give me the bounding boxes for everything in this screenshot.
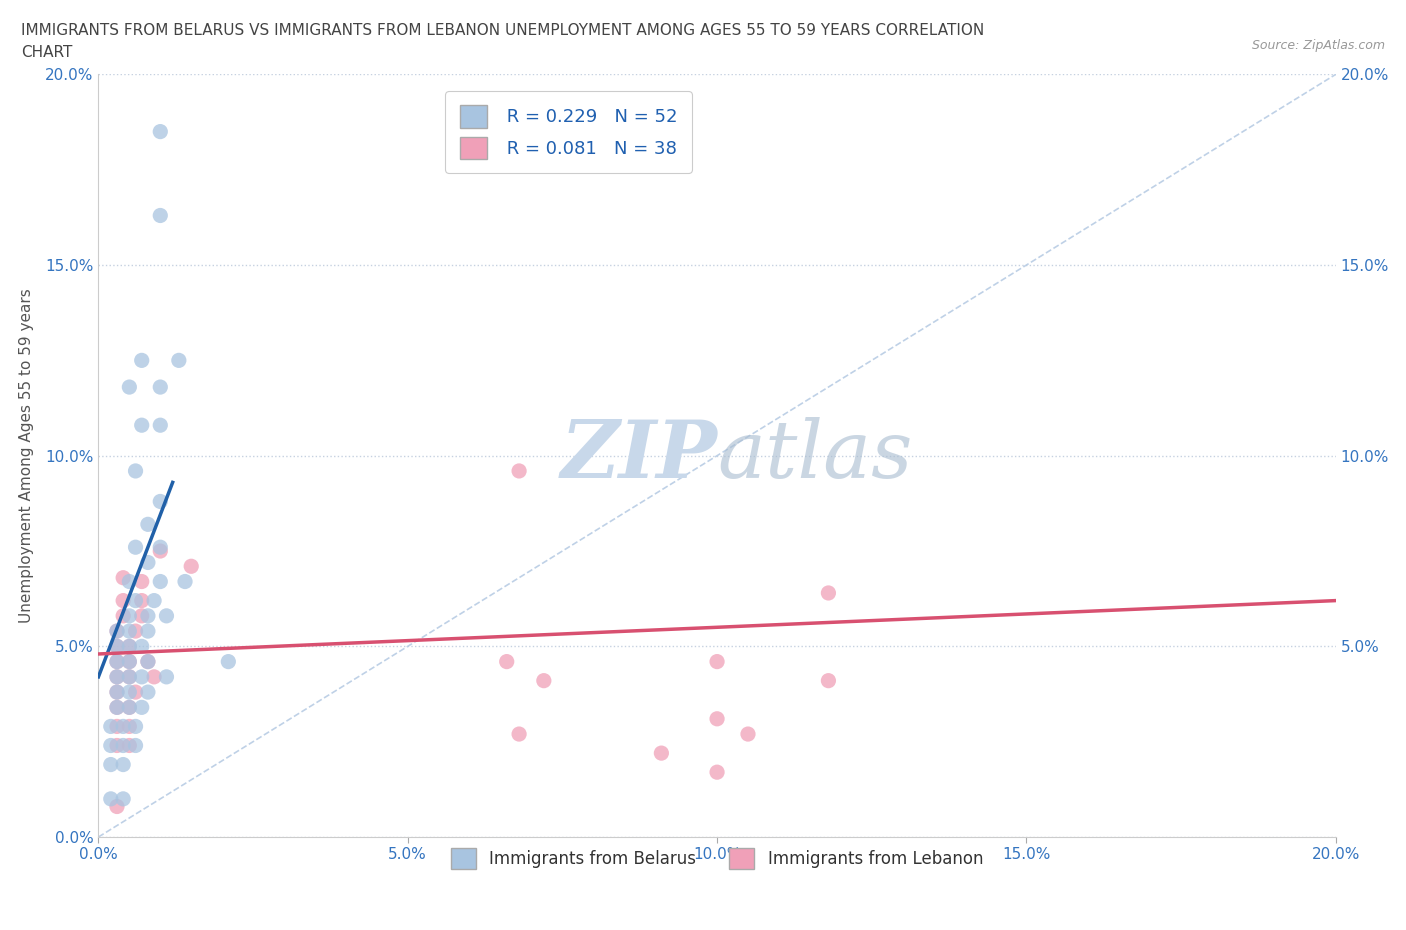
Point bbox=[112, 719, 135, 734]
Point bbox=[118, 700, 141, 715]
Point bbox=[118, 639, 141, 654]
Point bbox=[105, 738, 128, 753]
Point bbox=[118, 654, 141, 669]
Point bbox=[118, 654, 141, 669]
Point bbox=[167, 352, 190, 367]
Point bbox=[118, 574, 141, 589]
Point bbox=[100, 738, 122, 753]
Text: ZIP: ZIP bbox=[560, 417, 717, 495]
Point bbox=[155, 608, 177, 623]
Point bbox=[124, 624, 146, 639]
Point bbox=[131, 574, 153, 589]
Point bbox=[136, 608, 159, 623]
Text: atlas: atlas bbox=[717, 417, 912, 495]
Y-axis label: Unemployment Among Ages 55 to 59 years: Unemployment Among Ages 55 to 59 years bbox=[20, 288, 34, 623]
Point bbox=[124, 463, 146, 478]
Point bbox=[105, 624, 128, 639]
Text: IMMIGRANTS FROM BELARUS VS IMMIGRANTS FROM LEBANON UNEMPLOYMENT AMONG AGES 55 TO: IMMIGRANTS FROM BELARUS VS IMMIGRANTS FR… bbox=[21, 23, 984, 38]
Point bbox=[508, 463, 530, 478]
Point bbox=[131, 608, 153, 623]
Point bbox=[495, 654, 517, 669]
Point bbox=[136, 624, 159, 639]
Point bbox=[149, 379, 172, 394]
Point bbox=[155, 670, 177, 684]
Point bbox=[508, 726, 530, 741]
Point bbox=[131, 418, 153, 432]
Point bbox=[149, 574, 172, 589]
Point bbox=[105, 684, 128, 699]
Point bbox=[706, 764, 728, 779]
Point bbox=[118, 624, 141, 639]
Point bbox=[105, 639, 128, 654]
Point bbox=[817, 586, 839, 601]
Point bbox=[112, 791, 135, 806]
Point bbox=[112, 608, 135, 623]
Point bbox=[105, 670, 128, 684]
Point bbox=[180, 559, 202, 574]
Point bbox=[118, 719, 141, 734]
Point bbox=[105, 700, 128, 715]
Point bbox=[149, 543, 172, 558]
Text: CHART: CHART bbox=[21, 45, 73, 60]
Point bbox=[131, 352, 153, 367]
Point bbox=[105, 624, 128, 639]
Point bbox=[118, 700, 141, 715]
Point bbox=[105, 670, 128, 684]
Point bbox=[105, 719, 128, 734]
Point bbox=[149, 418, 172, 432]
Point bbox=[118, 608, 141, 623]
Point bbox=[217, 654, 239, 669]
Point bbox=[149, 208, 172, 223]
Point bbox=[118, 670, 141, 684]
Point bbox=[174, 574, 197, 589]
Point bbox=[131, 700, 153, 715]
Point bbox=[124, 593, 146, 608]
Point bbox=[143, 593, 166, 608]
Point bbox=[100, 757, 122, 772]
Point bbox=[118, 379, 141, 394]
Point bbox=[143, 670, 166, 684]
Point bbox=[118, 684, 141, 699]
Point bbox=[737, 726, 759, 741]
Point bbox=[112, 593, 135, 608]
Point bbox=[105, 639, 128, 654]
Text: Source: ZipAtlas.com: Source: ZipAtlas.com bbox=[1251, 39, 1385, 52]
Point bbox=[131, 593, 153, 608]
Point bbox=[124, 719, 146, 734]
Point bbox=[706, 711, 728, 726]
Point bbox=[100, 719, 122, 734]
Point bbox=[136, 654, 159, 669]
Point bbox=[131, 639, 153, 654]
Point bbox=[105, 654, 128, 669]
Point bbox=[149, 539, 172, 554]
Point bbox=[136, 654, 159, 669]
Point bbox=[105, 700, 128, 715]
Point bbox=[112, 570, 135, 585]
Point bbox=[817, 673, 839, 688]
Point bbox=[136, 684, 159, 699]
Point bbox=[124, 539, 146, 554]
Point bbox=[124, 684, 146, 699]
Point bbox=[650, 746, 672, 761]
Point bbox=[118, 639, 141, 654]
Point bbox=[105, 654, 128, 669]
Point bbox=[124, 738, 146, 753]
Point bbox=[100, 791, 122, 806]
Point bbox=[118, 738, 141, 753]
Point bbox=[105, 799, 128, 814]
Point bbox=[112, 738, 135, 753]
Point bbox=[112, 757, 135, 772]
Point bbox=[105, 684, 128, 699]
Point bbox=[136, 555, 159, 570]
Point bbox=[149, 494, 172, 509]
Point bbox=[706, 654, 728, 669]
Point bbox=[131, 670, 153, 684]
Point bbox=[533, 673, 555, 688]
Point bbox=[136, 517, 159, 532]
Legend: Immigrants from Belarus, Immigrants from Lebanon: Immigrants from Belarus, Immigrants from… bbox=[437, 835, 997, 882]
Point bbox=[118, 670, 141, 684]
Point bbox=[149, 124, 172, 139]
